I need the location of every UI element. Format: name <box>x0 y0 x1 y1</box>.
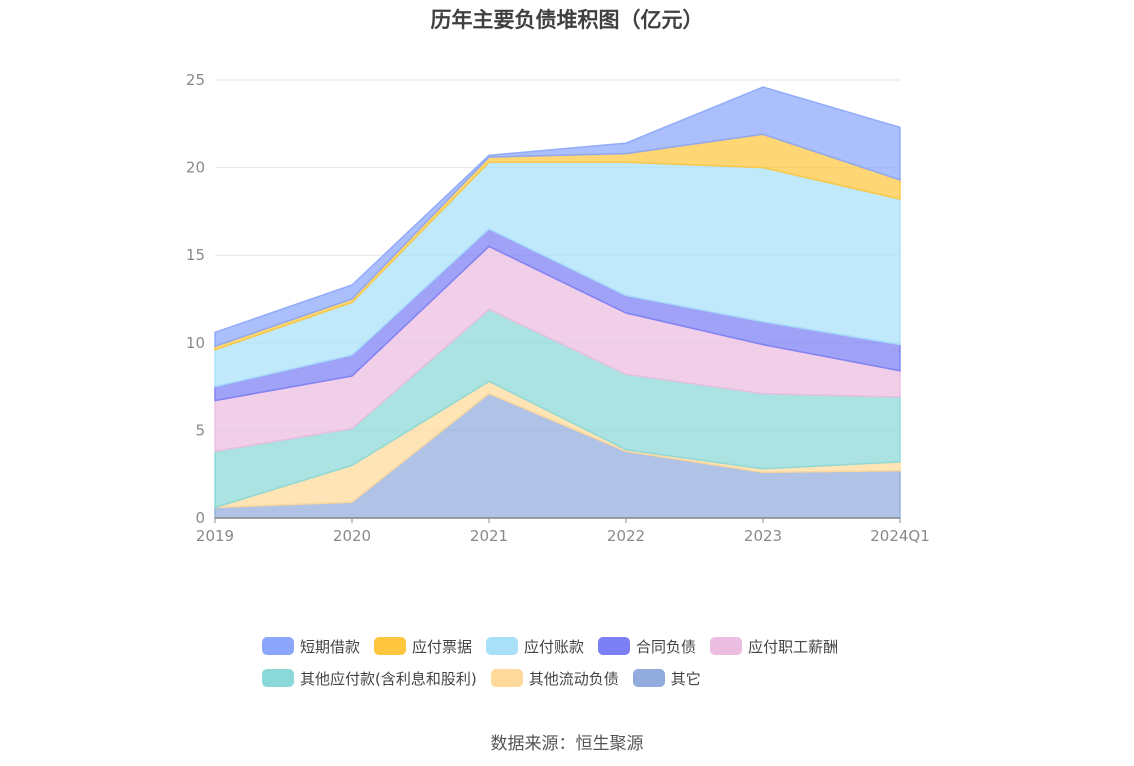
y-tick-label: 15 <box>186 246 205 264</box>
legend-item-others[interactable]: 其它 <box>632 668 701 689</box>
area-series <box>214 86 901 348</box>
chart-plot: 0 5 10 15 20 25 2019 2020 2021 2022 2023 2024Q1 <box>186 71 930 545</box>
y-tick-label: 5 <box>195 421 205 439</box>
legend-label: 应付职工薪酬 <box>748 637 839 656</box>
legend-item-accounts-payable[interactable]: 应付账款 <box>486 636 584 657</box>
legend-swatch <box>262 637 294 655</box>
legend-item-other-current-liabilities[interactable]: 其他流动负债 <box>490 668 619 689</box>
x-tick-label: 2024Q1 <box>870 527 930 545</box>
legend-label: 短期借款 <box>300 637 361 656</box>
legend-item-employee-payable[interactable]: 应付职工薪酬 <box>710 636 838 657</box>
legend-row: 其他应付款(含利息和股利) 其他流动负债 其它 <box>262 662 902 694</box>
x-tick-label: 2021 <box>470 527 508 545</box>
legend-swatch <box>374 637 407 655</box>
legend-item-short-term-loans[interactable]: 短期借款 <box>262 636 360 657</box>
y-tick-label: 20 <box>186 159 205 177</box>
legend-swatch <box>632 669 665 687</box>
legend-item-notes-payable[interactable]: 应付票据 <box>374 636 472 657</box>
legend-swatch <box>710 637 743 655</box>
legend-label: 其它 <box>670 669 701 688</box>
legend-swatch <box>262 669 294 687</box>
chart-title: 历年主要负债堆积图（亿元） <box>430 8 704 32</box>
legend-swatch <box>486 637 519 655</box>
legend-item-other-payables[interactable]: 其他应付款(含利息和股利) <box>262 668 477 689</box>
x-tick-label: 2022 <box>607 527 645 545</box>
y-tick-label: 10 <box>186 334 205 352</box>
legend-swatch <box>490 669 523 687</box>
y-tick-label: 25 <box>186 71 205 89</box>
y-tick-label: 0 <box>195 509 205 527</box>
legend: 短期借款 应付票据 应付账款 合同负债 应付职工薪酬 其他应付款(含利息和股利)… <box>262 630 902 694</box>
legend-label: 应付账款 <box>524 637 585 656</box>
x-tick-label: 2020 <box>333 527 371 545</box>
source-note: 数据来源：恒生聚源 <box>490 734 644 754</box>
legend-label: 其他应付款(含利息和股利) <box>300 669 477 688</box>
legend-label: 应付票据 <box>412 637 473 656</box>
legend-label: 其他流动负债 <box>528 669 619 688</box>
x-tick-label: 2023 <box>744 527 782 545</box>
legend-swatch <box>598 637 631 655</box>
x-tick-label: 2019 <box>196 527 234 545</box>
legend-item-contract-liabilities[interactable]: 合同负债 <box>598 636 696 657</box>
legend-label: 合同负债 <box>636 637 697 656</box>
legend-row: 短期借款 应付票据 应付账款 合同负债 应付职工薪酬 <box>262 630 902 662</box>
